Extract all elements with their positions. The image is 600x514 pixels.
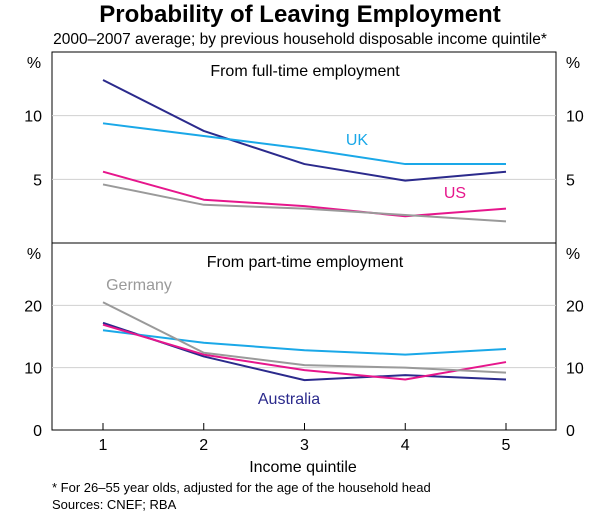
series-line-uk-part-time [102,329,507,356]
y-tick-label-left: 10 [24,361,42,378]
series-line-australia-full-time [102,79,507,182]
x-tick-label: 3 [300,437,309,454]
series-line-us-part-time [102,323,507,381]
plot-area: 5 5 10 10% % From full-time employment UK US 0 0 1… [24,51,584,454]
y-tick-label-right: 5 [566,172,575,189]
series-label-australia: Australia [258,391,320,408]
series-line-germany-full-time [102,183,507,223]
panel-frame-full-time [51,51,557,244]
y-tick-label-left: 10 [24,109,42,126]
x-tick-label: 4 [401,437,410,454]
y-tick-label-right: 20 [566,298,584,315]
chart-title: Probability of Leaving Employment [99,1,500,28]
y-tick-label-right: 10 [566,109,584,126]
y-tick-label-left: 20 [24,298,42,315]
unit-label-left: % [27,55,41,72]
series-line-germany-part-time [102,301,507,374]
y-tick-label-left: 5 [33,172,42,189]
y-tick-label-right: 10 [566,361,584,378]
unit-label-left: % [27,246,41,263]
y-tick-label-left: 0 [33,423,42,440]
x-tick-label: 2 [199,437,208,454]
y-tick-label-right: 0 [566,423,575,440]
unit-label-right: % [566,55,580,72]
series-label-germany: Germany [106,277,172,294]
sources: Sources: CNEF; RBA [52,497,177,512]
panel-title-part-time: From part-time employment [207,254,404,271]
chart-subtitle: 2000–2007 average; by previous household… [53,31,547,48]
series-line-uk-full-time [102,122,506,166]
panel-title-full-time: From full-time employment [210,63,400,80]
footnote: * For 26–55 year olds, adjusted for the … [52,480,431,495]
series-label-us: US [444,185,466,202]
x-tick-label: 5 [502,437,511,454]
x-axis-label: Income quintile [249,459,357,476]
series-line-us-full-time [102,170,507,218]
unit-label-right: % [566,246,580,263]
series-label-uk: UK [346,132,369,149]
x-tick-label: 1 [99,437,108,454]
